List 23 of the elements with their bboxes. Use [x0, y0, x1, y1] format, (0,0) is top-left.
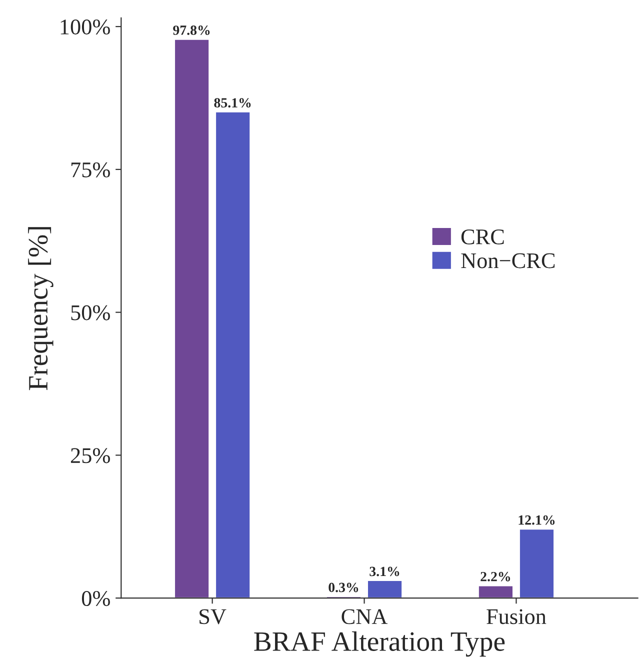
legend-label: Non−CRC: [461, 253, 555, 268]
y-tick-label: 100%: [60, 19, 110, 35]
y-tick-label: 0%: [82, 591, 110, 606]
bar: [214, 111, 252, 598]
y-tick-label: 75%: [71, 162, 110, 178]
y-tick-label: 50%: [71, 305, 110, 320]
x-axis-title: BRAF Alteration Type: [254, 631, 505, 657]
x-tick-label: CNA: [342, 609, 388, 624]
y-tick-label: 25%: [70, 448, 110, 464]
data-label: 2.2%: [480, 572, 510, 582]
bar: [478, 584, 514, 598]
data-label: 12.1%: [518, 515, 555, 525]
bar: [366, 580, 403, 598]
data-label: 97.8%: [173, 26, 210, 35]
x-tick-label: SV: [200, 609, 226, 624]
bar: [518, 528, 555, 598]
data-label: 0.3%: [328, 582, 358, 592]
x-tick-label: Fusion: [486, 609, 546, 624]
y-axis-title: Frequency [%]: [28, 227, 54, 390]
data-label: 3.1%: [370, 566, 400, 576]
bar: [174, 38, 210, 598]
data-label: 85.1%: [214, 98, 251, 108]
legend-label: CRC: [461, 229, 504, 244]
